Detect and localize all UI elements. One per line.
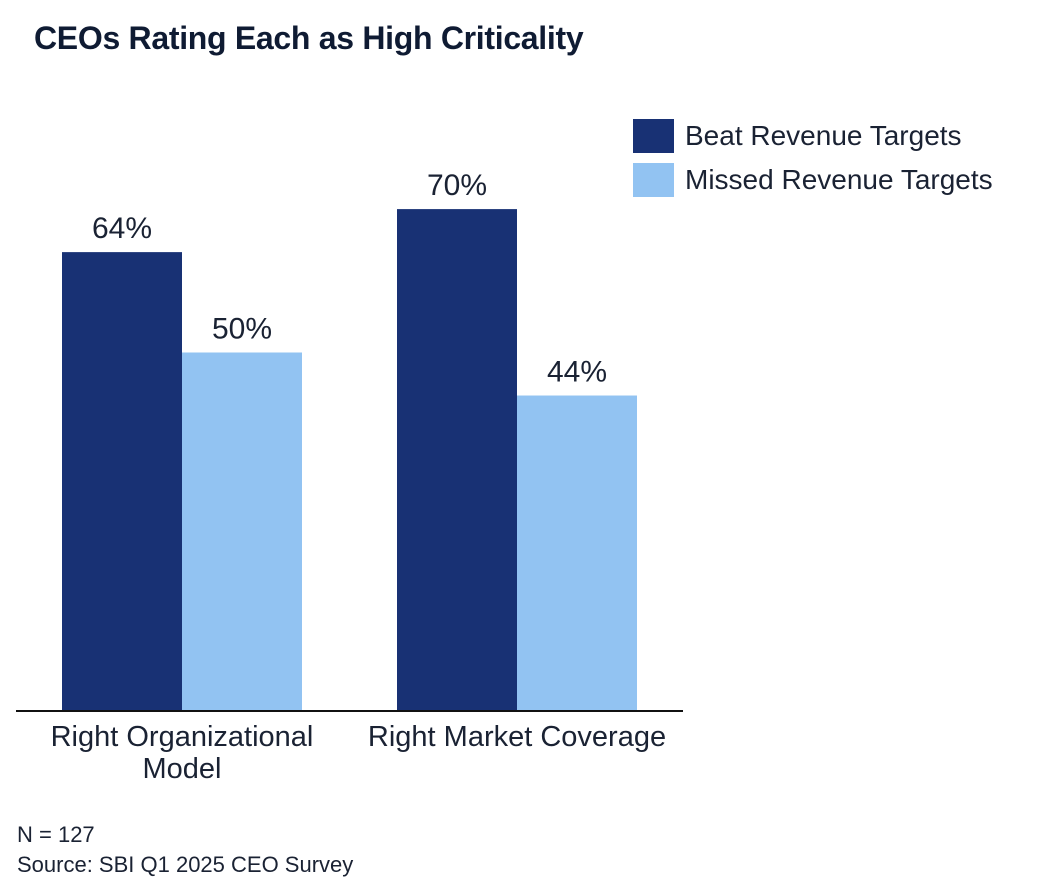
data-label-beat-2: 70% [427,169,487,202]
sample-size-note: N = 127 [17,822,95,847]
legend-swatch-beat [633,119,674,153]
legend-item-beat: Beat Revenue Targets [633,114,993,158]
bar-missed-2 [517,395,637,711]
category-label-line: Right Organizational [51,721,314,753]
legend-item-missed: Missed Revenue Targets [633,158,993,202]
legend: Beat Revenue Targets Missed Revenue Targ… [633,114,993,202]
data-label-missed-2: 44% [547,356,607,389]
bar-beat-1 [62,252,182,711]
category-label-2: Right Market Coverage [368,721,666,753]
bar-missed-1 [182,352,302,711]
data-label-missed-1: 50% [212,313,272,346]
data-label-beat-1: 64% [92,212,152,245]
bar-beat-2 [397,209,517,711]
legend-label-missed: Missed Revenue Targets [685,164,993,195]
category-label-line: Right Market Coverage [368,721,666,753]
category-label-line: Model [143,753,222,785]
chart-title: CEOs Rating Each as High Criticality [34,20,584,56]
category-label-1: Right Organizational Model [51,721,314,785]
legend-label-beat: Beat Revenue Targets [685,120,962,151]
legend-swatch-missed [633,163,674,197]
source-note: Source: SBI Q1 2025 CEO Survey [17,852,354,877]
